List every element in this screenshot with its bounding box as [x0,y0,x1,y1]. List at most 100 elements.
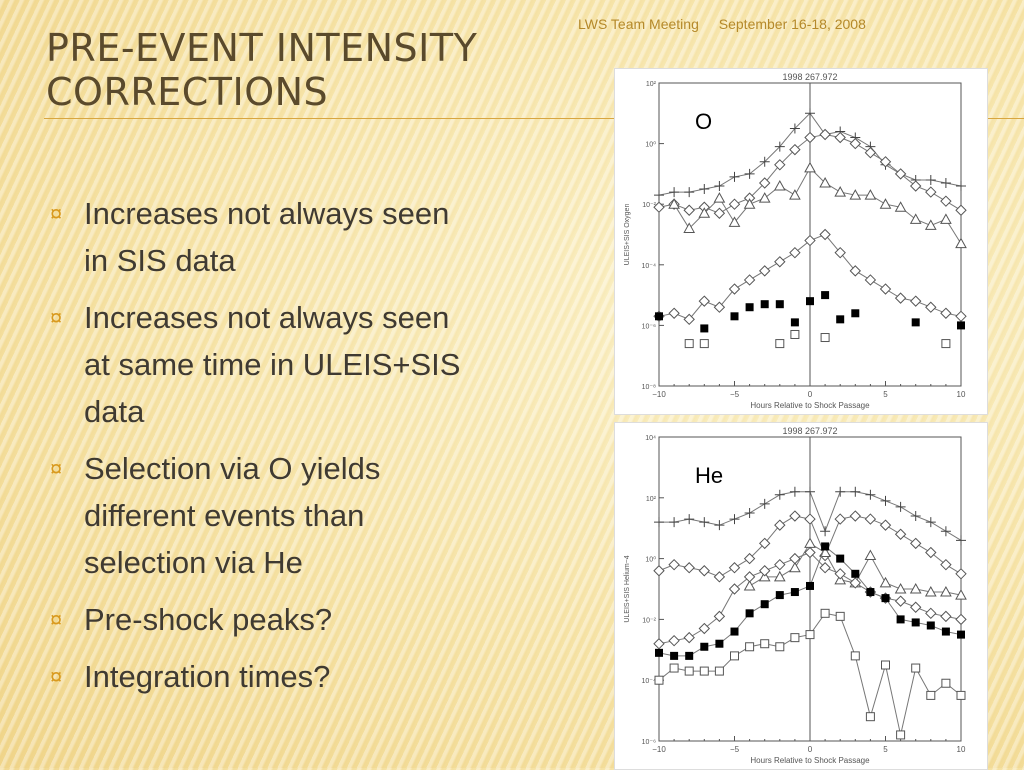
data-point-plus [699,517,710,528]
data-point-triangle [894,201,907,212]
data-point-filled-square [896,615,905,624]
data-point-diamond [713,571,726,583]
data-point-filled-square [836,554,845,563]
data-point-square [669,663,679,673]
helium-panel-label: He [695,463,724,488]
data-point-triangle [909,213,922,224]
data-point-plus [684,187,695,198]
data-point-filled-square [685,651,694,660]
helium-plot: 1998 267.972 −10 −5 0 5 10 10⁴ 10² 10⁰ 10⁻² 10⁻⁴ 10… [624,426,967,765]
data-point-triangle [924,586,937,597]
y-axis-label: ULEIS+SIS Oxygen [624,204,631,266]
data-point-square [896,730,906,740]
y-tick-label: 10⁻² [642,617,656,624]
x-tick-label: 5 [883,390,888,399]
data-point-diamond [834,513,846,525]
data-point-diamond [743,571,756,583]
data-point-filled-square [790,588,799,597]
data-point-plus [910,511,921,522]
data-point-diamond [789,246,801,259]
data-point-diamond [849,265,862,277]
bullet-marker-icon: ¤ [50,305,63,330]
data-point-triangle [743,198,756,209]
data-point-diamond [849,137,862,150]
y-tick-label: 10⁻⁴ [642,678,657,685]
data-point-diamond [879,156,892,168]
data-point-diamond [925,186,937,198]
data-point-diamond [864,146,877,159]
data-point-triangle [789,189,801,200]
y-tick-label: 10⁻⁴ [642,263,657,270]
bullet-marker-icon: ¤ [50,664,63,689]
bullet-list: ¤ Increases not always seen in SIS data ¤… [48,190,468,710]
data-point-square [956,690,966,700]
data-point-plus [654,190,664,201]
data-point-square [790,633,800,643]
data-point-square [730,651,739,661]
data-point-diamond [743,552,756,565]
data-point-triangle [758,192,771,203]
data-point-triangle [668,198,680,209]
data-point-diamond [804,546,816,559]
data-point-triangle [804,161,816,173]
data-point-diamond [909,601,922,613]
bullet-item: ¤ Pre-shock peaks? [48,596,468,643]
data-point-diamond [864,274,877,286]
data-point-diamond [955,204,967,216]
data-point-triangle [955,589,967,600]
data-point-diamond [925,607,937,620]
x-tick-label: 0 [808,745,813,754]
data-point-diamond [728,283,741,295]
data-point-diamond [925,546,937,559]
data-point-diamond [955,568,967,580]
slide-title: Pre-Event Intensity Corrections [46,26,478,114]
data-point-diamond [653,638,665,650]
data-point-filled-square [821,291,830,300]
x-tick-label: 10 [957,745,966,754]
y-tick-label: 10⁻² [642,202,656,209]
data-point-filled-square [836,315,845,324]
data-point-triangle [940,213,952,224]
data-point-square [790,329,800,339]
data-point-plus [684,514,695,525]
data-point-diamond [653,565,665,577]
data-point-filled-square [730,627,739,636]
data-point-plus [669,187,680,198]
data-point-diamond [683,313,695,326]
data-point-square [911,663,921,673]
data-point-square [820,608,830,618]
y-tick-label: 10⁰ [645,141,656,149]
data-point-triangle [834,186,847,197]
data-point-square [881,660,890,670]
x-tick-label: 5 [883,745,888,754]
data-point-diamond [819,562,831,574]
data-point-diamond [698,295,711,307]
oxygen-panel-label: O [695,109,713,134]
data-point-diamond [789,510,801,522]
data-point-diamond [774,256,786,268]
data-point-diamond [713,301,726,313]
data-point-plus [956,535,966,546]
data-point-diamond [774,159,786,171]
data-point-diamond [894,528,907,540]
data-point-square [654,675,664,685]
data-point-diamond [774,558,786,571]
data-point-diamond [804,131,816,144]
meeting-dates: September 16-18, 2008 [718,16,866,32]
data-point-diamond [668,558,680,571]
data-point-diamond [849,510,862,522]
data-point-diamond [925,301,937,313]
data-point-filled-square [760,600,769,609]
helium-plot-panel: 1998 267.972 −10 −5 0 5 10 10⁴ 10² 10⁰ 10⁻² 10⁻⁴ 10… [614,422,988,770]
data-point-filled-square [881,594,890,603]
data-point-diamond [864,513,877,525]
data-point-diamond [668,307,680,319]
data-point-filled-square [700,324,709,333]
data-point-diamond [955,613,967,626]
data-point-triangle [683,222,696,233]
data-point-diamond [894,292,907,304]
y-tick-label: 10⁻⁶ [642,323,656,330]
data-point-diamond [894,595,907,607]
data-point-filled-square [911,618,920,627]
data-point-square [760,639,770,649]
